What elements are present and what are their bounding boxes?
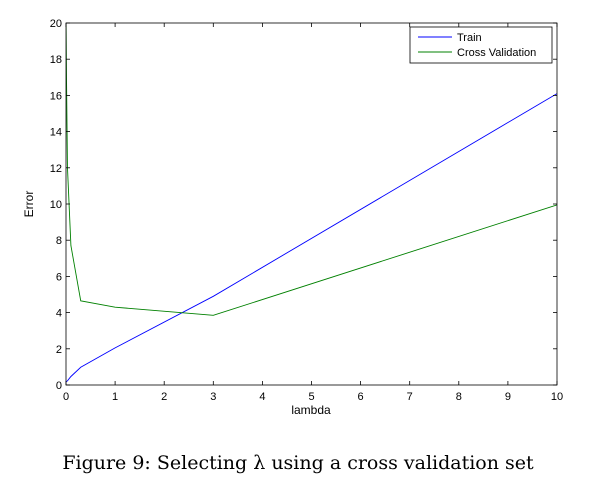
y-tick-label: 2	[56, 344, 62, 356]
x-tick-label: 3	[210, 391, 216, 403]
series-line-train	[66, 93, 557, 383]
y-tick-label: 14	[50, 127, 62, 139]
axes-frame	[65, 22, 558, 386]
x-tick-label: 7	[407, 391, 413, 403]
x-tick-label: 1	[112, 391, 118, 403]
y-tick-label: 20	[50, 18, 62, 30]
y-tick-label: 6	[56, 271, 62, 283]
legend: Train Cross Validation	[409, 26, 553, 64]
x-axis-label: lambda	[291, 403, 331, 417]
y-axis-label: Error	[22, 191, 36, 218]
x-tick-label: 10	[551, 391, 563, 403]
y-tick-label: 18	[50, 54, 62, 66]
x-tick-label: 8	[456, 391, 462, 403]
plot-area	[66, 23, 557, 383]
x-tick-label: 6	[358, 391, 364, 403]
x-tick-label: 0	[63, 391, 69, 403]
y-tick-label: 16	[50, 90, 62, 102]
series-line-cross-validation	[66, 23, 557, 316]
x-tick-label: 2	[161, 391, 167, 403]
x-tick-label: 5	[308, 391, 314, 403]
legend-label-train: Train	[457, 32, 482, 44]
y-tick-label: 8	[56, 235, 62, 247]
figure-caption: Figure 9: Selecting λ using a cross vali…	[62, 452, 534, 474]
legend-box	[409, 26, 553, 64]
y-tick-label: 4	[56, 308, 62, 320]
legend-label-cross-validation: Cross Validation	[457, 47, 536, 59]
y-tick-label: 12	[50, 163, 62, 175]
x-tick-label: 9	[505, 391, 511, 403]
x-tick-label: 4	[259, 391, 265, 403]
y-tick-label: 10	[50, 199, 62, 211]
y-tick-label: 0	[56, 380, 62, 392]
